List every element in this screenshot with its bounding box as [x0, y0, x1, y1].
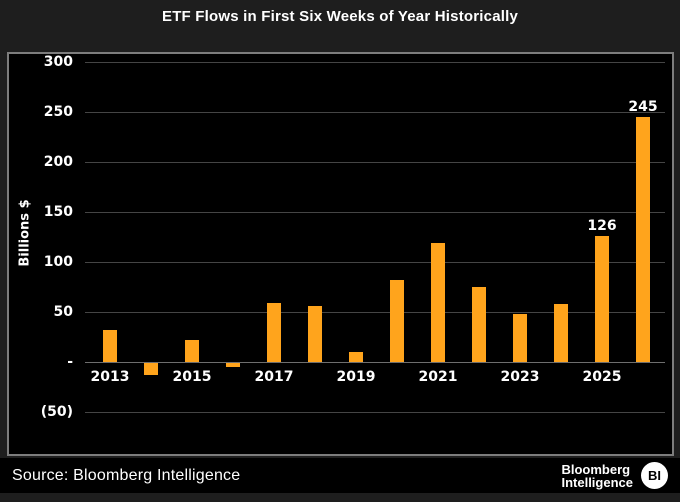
bar-2024	[554, 304, 568, 362]
y-tick-label-100: 100	[43, 254, 73, 270]
bar-2013	[103, 330, 117, 362]
gridline-150	[85, 212, 665, 213]
bar-2021	[431, 243, 445, 362]
bar-2023	[513, 314, 527, 362]
bar-2015	[185, 340, 199, 362]
bar-2014	[144, 363, 158, 375]
gridline-0	[85, 362, 665, 363]
y-tick-label-150: 150	[43, 204, 73, 220]
bar-2020	[390, 280, 404, 362]
gridline-100	[85, 262, 665, 263]
bar-2018	[308, 306, 322, 362]
y-tick-label-250: 250	[43, 104, 73, 120]
y-tick-label-0: -	[67, 354, 73, 370]
gridline-250	[85, 112, 665, 113]
x-tick-label-2013: 2013	[90, 369, 130, 385]
y-tick-label-300: 300	[43, 54, 73, 70]
x-tick-label-2021: 2021	[418, 369, 458, 385]
bar-2026	[636, 117, 650, 362]
gridline--50	[85, 412, 665, 413]
gridline-200	[85, 162, 665, 163]
x-tick-label-2025: 2025	[582, 369, 622, 385]
x-tick-label-2015: 2015	[172, 369, 212, 385]
bloomberg-intelligence-logo: Bloomberg Intelligence BI	[561, 462, 668, 489]
bar-2022	[472, 287, 486, 362]
x-tick-label-2019: 2019	[336, 369, 376, 385]
bar-2025	[595, 236, 609, 362]
y-tick-label--50: (50)	[40, 404, 73, 420]
logo-line-intelligence: Intelligence	[561, 474, 633, 490]
x-tick-label-2017: 2017	[254, 369, 294, 385]
plot-area: Billions $ 300 250 200 150 100 50- (50) 126 245 2…	[9, 54, 672, 454]
y-tick-label-200: 200	[43, 154, 73, 170]
y-tick-label-50: 50	[53, 304, 73, 320]
bar-2017	[267, 303, 281, 362]
bi-badge-icon: BI	[641, 462, 668, 489]
footer-bar: Source: Bloomberg Intelligence Bloomberg…	[0, 458, 680, 493]
logo-line-bloomberg: Bloomberg	[561, 461, 631, 477]
bar-2019	[349, 352, 363, 362]
gridline-300	[85, 62, 665, 63]
x-tick-label-2023: 2023	[500, 369, 540, 385]
logo-text: Bloomberg Intelligence	[561, 463, 633, 489]
bar-value-label-2025: 126	[587, 218, 617, 234]
bar-value-label-2026: 245	[628, 99, 658, 115]
chart-title: ETF Flows in First Six Weeks of Year His…	[161, 8, 519, 25]
gridline-50	[85, 312, 665, 313]
bar-2016	[226, 363, 240, 367]
plot-frame: Billions $ 300 250 200 150 100 50- (50) 126 245 2…	[7, 52, 674, 456]
source-text: Source: Bloomberg Intelligence	[12, 466, 241, 484]
